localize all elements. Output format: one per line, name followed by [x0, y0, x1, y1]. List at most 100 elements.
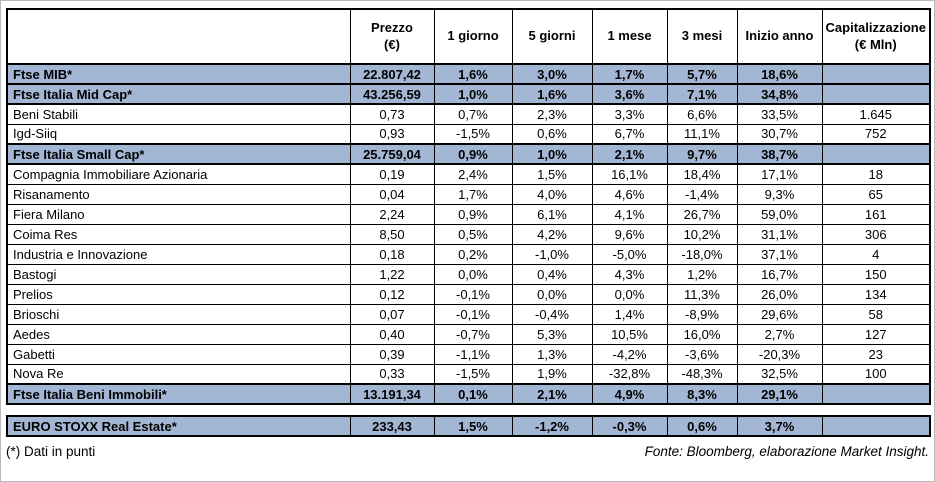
value-cell: 16,0% — [666, 323, 738, 345]
value-cell: 1,9% — [511, 363, 593, 385]
value-cell: 4,9% — [591, 383, 668, 405]
row-label: Beni Stabili — [6, 103, 351, 125]
value-cell: 2,24 — [349, 203, 435, 225]
column-header: 3 mesi — [666, 8, 738, 65]
row-label: Ftse Italia Small Cap* — [6, 143, 351, 165]
value-cell: 10,5% — [591, 323, 668, 345]
value-cell: -1,5% — [433, 363, 513, 385]
value-cell: 30,7% — [736, 123, 823, 145]
footnote: (*) Dati in punti — [6, 444, 96, 459]
value-cell: 1,2% — [666, 263, 738, 285]
value-cell: -0,3% — [591, 415, 668, 437]
value-cell: 18,6% — [736, 63, 823, 85]
value-cell: 0,9% — [433, 143, 513, 165]
value-cell: -4,2% — [591, 343, 668, 365]
value-cell: 38,7% — [736, 143, 823, 165]
row-label: Prelios — [6, 283, 351, 305]
value-cell: -0,1% — [433, 303, 513, 325]
value-cell: 34,8% — [736, 83, 823, 105]
value-cell: 8,50 — [349, 223, 435, 245]
row-label: Industria e Innovazione — [6, 243, 351, 265]
value-cell: 161 — [821, 203, 931, 225]
table-row: Ftse MIB* 22.807,42 1,6% 3,0% 1,7% 5,7% 18,6% — [6, 63, 931, 85]
value-cell: 29,1% — [736, 383, 823, 405]
value-cell: 7,1% — [666, 83, 738, 105]
table-row: Ftse Italia Mid Cap* 43.256,59 1,0% 1,6% 3,6… — [6, 83, 931, 105]
value-cell: 1,0% — [433, 83, 513, 105]
value-cell: 22.807,42 — [349, 63, 435, 85]
value-cell: 0,18 — [349, 243, 435, 265]
table-row: EURO STOXX Real Estate* 233,43 1,5% -1,2% -0… — [6, 415, 931, 437]
value-cell: 4 — [821, 243, 931, 265]
value-cell: 26,7% — [666, 203, 738, 225]
value-cell: 2,1% — [511, 383, 593, 405]
value-cell: 25.759,04 — [349, 143, 435, 165]
value-cell: 1,7% — [591, 63, 668, 85]
value-cell: 4,1% — [591, 203, 668, 225]
value-cell: 752 — [821, 123, 931, 145]
value-cell: -20,3% — [736, 343, 823, 365]
value-cell: -48,3% — [666, 363, 738, 385]
value-cell: 11,3% — [666, 283, 738, 305]
value-cell: 3,0% — [511, 63, 593, 85]
row-label: Brioschi — [6, 303, 351, 325]
value-cell — [821, 383, 931, 405]
value-cell — [821, 83, 931, 105]
column-header: Prezzo (€) — [349, 8, 435, 65]
row-label: Gabetti — [6, 343, 351, 365]
table-row: Ftse Italia Small Cap* 25.759,04 0,9% 1,0% 2… — [6, 143, 931, 165]
table-row: Fiera Milano 2,24 0,9% 6,1% 4,1% 26,7% 59,0% 16… — [6, 203, 931, 225]
value-cell: 65 — [821, 183, 931, 205]
row-label: EURO STOXX Real Estate* — [6, 415, 351, 437]
table-row: Coima Res 8,50 0,5% 4,2% 9,6% 10,2% 31,1% 306 — [6, 223, 931, 245]
value-cell: 32,5% — [736, 363, 823, 385]
value-cell: 6,7% — [591, 123, 668, 145]
column-header: 1 mese — [591, 8, 668, 65]
value-cell: -8,9% — [666, 303, 738, 325]
value-cell: 127 — [821, 323, 931, 345]
value-cell: 9,7% — [666, 143, 738, 165]
source-note: Fonte: Bloomberg, elaborazione Market In… — [644, 444, 929, 459]
value-cell: 0,04 — [349, 183, 435, 205]
value-cell: -0,1% — [433, 283, 513, 305]
table-footer: (*) Dati in punti Fonte: Bloomberg, elab… — [6, 444, 929, 459]
value-cell: 134 — [821, 283, 931, 305]
value-cell: 1,5% — [511, 163, 593, 185]
value-cell: -0,7% — [433, 323, 513, 345]
value-cell: 1,5% — [433, 415, 513, 437]
value-cell: 0,6% — [666, 415, 738, 437]
value-cell: 0,4% — [511, 263, 593, 285]
corner-cell — [6, 8, 351, 65]
value-cell: 0,2% — [433, 243, 513, 265]
column-header: Inizio anno — [736, 8, 823, 65]
row-label: Igd-Siiq — [6, 123, 351, 145]
value-cell: 2,3% — [511, 103, 593, 125]
value-cell: 1,6% — [433, 63, 513, 85]
value-cell — [821, 415, 931, 437]
column-header: Capitalizzazione (€ Mln) — [821, 8, 931, 65]
value-cell: -18,0% — [666, 243, 738, 265]
row-label: Aedes — [6, 323, 351, 345]
table-row: Industria e Innovazione 0,18 0,2% -1,0% -5,0… — [6, 243, 931, 265]
value-cell: -1,1% — [433, 343, 513, 365]
value-cell: 6,6% — [666, 103, 738, 125]
value-cell: 3,7% — [736, 415, 823, 437]
value-cell: -5,0% — [591, 243, 668, 265]
value-cell — [821, 143, 931, 165]
value-cell: 29,6% — [736, 303, 823, 325]
value-cell: 18,4% — [666, 163, 738, 185]
value-cell: 0,0% — [591, 283, 668, 305]
value-cell: 1,6% — [511, 83, 593, 105]
value-cell: -3,6% — [666, 343, 738, 365]
value-cell: 1,4% — [591, 303, 668, 325]
value-cell: 5,3% — [511, 323, 593, 345]
value-cell: 43.256,59 — [349, 83, 435, 105]
table-row: Bastogi 1,22 0,0% 0,4% 4,3% 1,2% 16,7% 150 — [6, 263, 931, 285]
value-cell: 37,1% — [736, 243, 823, 265]
value-cell: 2,4% — [433, 163, 513, 185]
value-cell: 1.645 — [821, 103, 931, 125]
value-cell: 0,19 — [349, 163, 435, 185]
indices-table: Prezzo (€) 1 giorno 5 giorni 1 mese 3 mesi In… — [6, 8, 931, 405]
row-label: Ftse MIB* — [6, 63, 351, 85]
